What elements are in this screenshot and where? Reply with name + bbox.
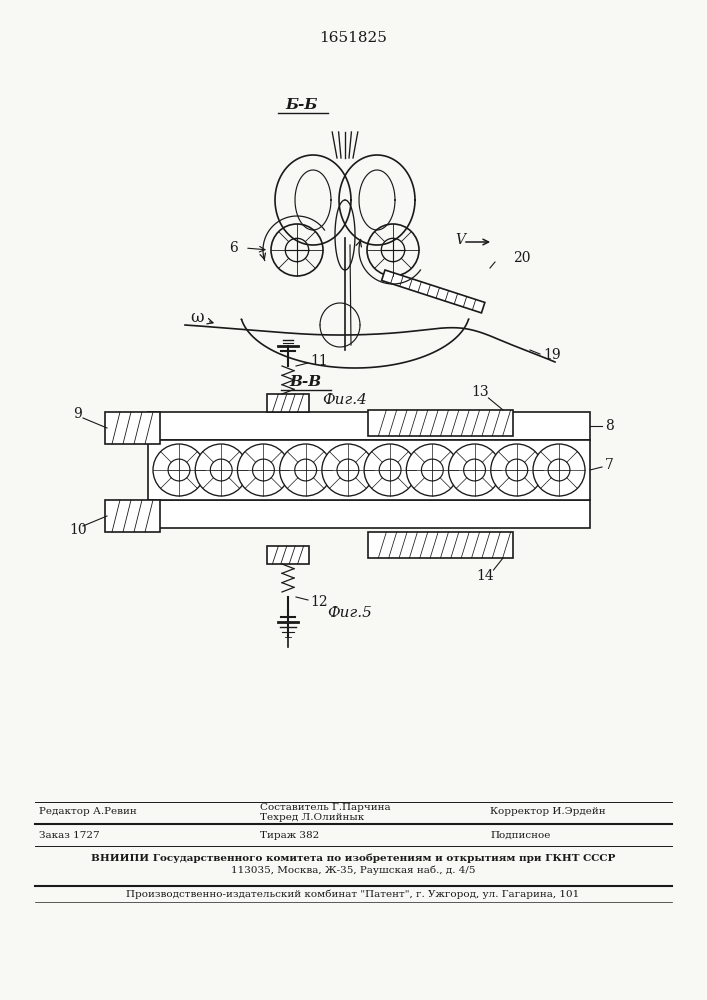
FancyBboxPatch shape [267,394,309,412]
Text: В-В: В-В [289,375,321,389]
FancyBboxPatch shape [148,412,590,440]
Text: 8: 8 [605,419,614,433]
Text: 9: 9 [74,407,83,421]
Text: 19: 19 [543,348,561,362]
Text: Подписное: Подписное [490,830,550,840]
FancyBboxPatch shape [368,532,513,558]
Text: ВНИИПИ Государственного комитета по изобретениям и открытиям при ГКНТ СССР: ВНИИПИ Государственного комитета по изоб… [90,853,615,863]
Text: 7: 7 [605,458,614,472]
Circle shape [448,444,501,496]
Text: V: V [455,233,465,247]
Text: 1651825: 1651825 [319,31,387,45]
Text: Техред Л.Олийнык: Техред Л.Олийнык [260,814,364,822]
Text: Заказ 1727: Заказ 1727 [39,830,100,840]
Text: 12: 12 [310,595,327,609]
Circle shape [238,444,289,496]
Circle shape [533,444,585,496]
Text: Составитель Г.Парчина: Составитель Г.Парчина [260,804,391,812]
FancyBboxPatch shape [148,500,590,528]
Text: 11: 11 [310,354,328,368]
Circle shape [364,444,416,496]
Text: 6: 6 [228,241,238,255]
Text: Редактор А.Ревин: Редактор А.Ревин [39,808,136,816]
FancyBboxPatch shape [267,546,309,564]
Text: 14: 14 [477,569,494,583]
FancyBboxPatch shape [105,412,160,444]
FancyBboxPatch shape [105,500,160,532]
Text: ω: ω [190,310,204,326]
Text: Тираж 382: Тираж 382 [260,830,320,840]
Text: 13: 13 [472,385,489,399]
Polygon shape [382,270,485,313]
Text: Б-Б: Б-Б [286,98,318,112]
Text: Производственно-издательский комбинат "Патент", г. Ужгород, ул. Гагарина, 101: Производственно-издательский комбинат "П… [127,889,580,899]
Text: 113035, Москва, Ж-35, Раушская наб., д. 4/5: 113035, Москва, Ж-35, Раушская наб., д. … [230,865,475,875]
Circle shape [322,444,374,496]
Text: Фиг.4: Фиг.4 [322,393,368,407]
FancyBboxPatch shape [368,410,513,436]
Text: 10: 10 [69,523,87,537]
Circle shape [195,444,247,496]
Circle shape [491,444,543,496]
Text: Корректор И.Эрдейн: Корректор И.Эрдейн [490,808,606,816]
Circle shape [407,444,458,496]
Circle shape [280,444,332,496]
Circle shape [153,444,205,496]
FancyBboxPatch shape [148,440,590,500]
Text: Фиг.5: Фиг.5 [327,606,373,620]
Text: 20: 20 [513,251,530,265]
